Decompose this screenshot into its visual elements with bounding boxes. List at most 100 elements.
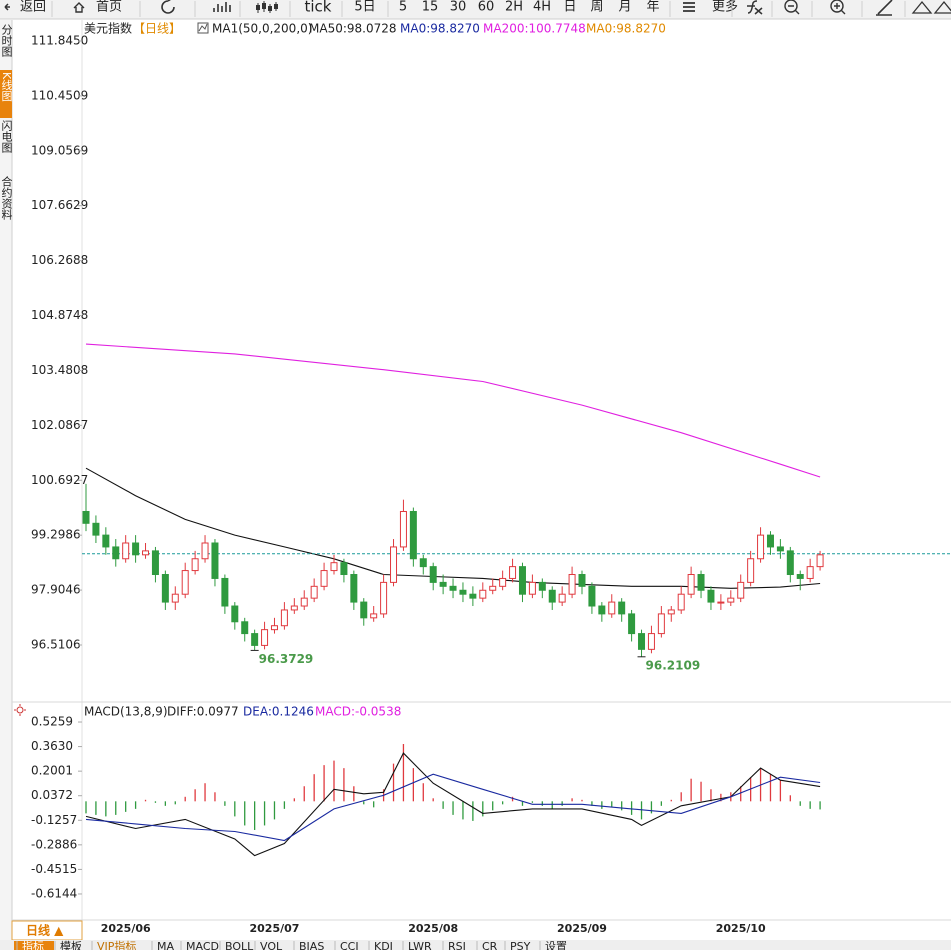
toolbar-button[interactable]: 周 (590, 0, 603, 15)
candle-body (766, 534, 774, 548)
y-tick-label: 100.6927 (31, 473, 88, 487)
candle-body (578, 574, 586, 587)
toolbar-button[interactable]: 更多 (712, 0, 738, 15)
zoom-in-icon[interactable] (830, 0, 844, 13)
draw-icon[interactable] (876, 0, 893, 16)
toolbar-button[interactable]: 月 (618, 0, 631, 15)
candle-body (280, 609, 288, 627)
macd-icon-rays (14, 704, 26, 716)
x-tick-label: 2025/10 (716, 922, 766, 935)
toolbar-button[interactable]: 返回 (20, 0, 46, 15)
candle-body (340, 562, 348, 576)
candle-body (598, 605, 606, 615)
y-tick-label: -0.6144 (31, 886, 77, 900)
toolbar-button[interactable]: tick (305, 0, 332, 16)
bottom-tab[interactable]: CCI (340, 940, 359, 950)
candle-body (399, 510, 407, 548)
bottom-tab[interactable]: LWR (408, 940, 432, 950)
candle-body (776, 546, 784, 552)
more-icon[interactable] (683, 2, 695, 12)
toolbar-button[interactable]: 4H (533, 0, 551, 15)
bottom-tab-active (14, 941, 54, 950)
candle-body (638, 633, 646, 650)
indicator-icon-glyph (198, 23, 208, 32)
x-tick-label: 2025/09 (557, 922, 607, 935)
bottom-tab[interactable]: PSY (510, 940, 531, 950)
candle-icon-body (262, 3, 266, 9)
bottom-tab[interactable]: MACD (186, 940, 219, 950)
bottom-bar (0, 940, 951, 950)
toolbar-button[interactable]: 5 (399, 0, 407, 15)
y-tick-label: 0.5259 (31, 715, 73, 729)
candle-body (647, 633, 655, 650)
y-tick-label: 0.0372 (31, 788, 73, 802)
candle-icon-body (274, 4, 278, 9)
y-tick-label: -0.1257 (31, 813, 77, 827)
shape-icon[interactable] (911, 0, 951, 14)
chart-icon[interactable] (213, 2, 231, 12)
candle-body (261, 629, 269, 646)
bottom-tab[interactable]: MA (157, 940, 174, 950)
period-button[interactable]: 日线 ▲ (26, 923, 64, 938)
bottom-tab[interactable]: 设置 (545, 940, 567, 950)
indicator-label: MA50:98.0728 (309, 22, 397, 36)
candle-body (151, 550, 159, 576)
bottom-tab[interactable]: VOL (260, 940, 283, 950)
ma-line (85, 343, 821, 478)
x-tick-label: 2025/08 (408, 922, 458, 935)
back-icon[interactable] (4, 3, 10, 11)
toolbar-button[interactable]: 日 (563, 0, 576, 15)
home-icon[interactable] (73, 2, 85, 13)
candle-body (747, 558, 755, 583)
toolbar-button[interactable]: 首页 (96, 0, 122, 15)
toolbar-button[interactable]: 5日 (354, 0, 375, 15)
candle-body (270, 625, 278, 631)
toolbar-button[interactable]: 30 (450, 0, 467, 15)
macd-line (85, 773, 821, 842)
bottom-tab[interactable]: VIP指标 (97, 939, 136, 950)
candle-body (489, 585, 497, 591)
candle-body (568, 574, 576, 595)
bottom-tab[interactable]: KDJ (374, 940, 393, 950)
toolbar-button[interactable]: 年 (646, 0, 659, 15)
y-tick-label: 104.8748 (31, 308, 88, 322)
low-label: 96.2109 (646, 658, 701, 672)
macd-icon[interactable] (16, 706, 24, 714)
bottom-tab[interactable]: CR (482, 940, 498, 950)
formula-icon[interactable] (747, 0, 763, 15)
candle-body (588, 585, 596, 607)
toolbar-button[interactable]: 60 (478, 0, 495, 15)
y-tick-label: 107.6629 (31, 198, 88, 212)
candle-body (717, 601, 725, 604)
indicator-label: MA1(50,0,200,0) (212, 22, 312, 36)
refresh-icon[interactable] (161, 0, 175, 14)
candle-body (707, 589, 715, 603)
candle-body (528, 581, 536, 595)
toolbar-button[interactable]: 2H (505, 0, 523, 15)
candle-body (102, 534, 110, 548)
candle-body (122, 542, 130, 560)
toolbar-button[interactable]: 15 (422, 0, 439, 15)
bottom-tab[interactable]: 指标 (22, 939, 44, 950)
candle-body (310, 585, 318, 599)
low-label: 96.3729 (259, 652, 314, 666)
sidebar-tab[interactable]: K线图 (0, 72, 13, 102)
y-tick-label: 110.4509 (31, 88, 88, 102)
bottom-tab[interactable]: BOLL (225, 940, 254, 950)
bottom-tab[interactable]: RSI (448, 940, 466, 950)
bottom-tab[interactable]: 模板 (60, 939, 82, 950)
sidebar-tab[interactable]: 合约资料 (0, 175, 13, 221)
y-tick-label: 111.8450 (31, 33, 88, 47)
zoom-out-icon[interactable] (784, 0, 798, 13)
bottom-tab[interactable]: BIAS (299, 940, 324, 950)
candle-body (509, 566, 517, 579)
sidebar-tab[interactable]: 分时图 (0, 24, 13, 58)
sidebar-tab[interactable]: 闪电图 (0, 119, 13, 154)
candle-body (657, 613, 665, 635)
indicator-icon[interactable] (197, 22, 209, 34)
candle-body (390, 546, 398, 583)
y-tick-label: 96.5106 (31, 637, 81, 651)
candle-body (548, 589, 556, 603)
y-tick-label: 97.9046 (31, 583, 81, 597)
candle-body (370, 613, 378, 619)
